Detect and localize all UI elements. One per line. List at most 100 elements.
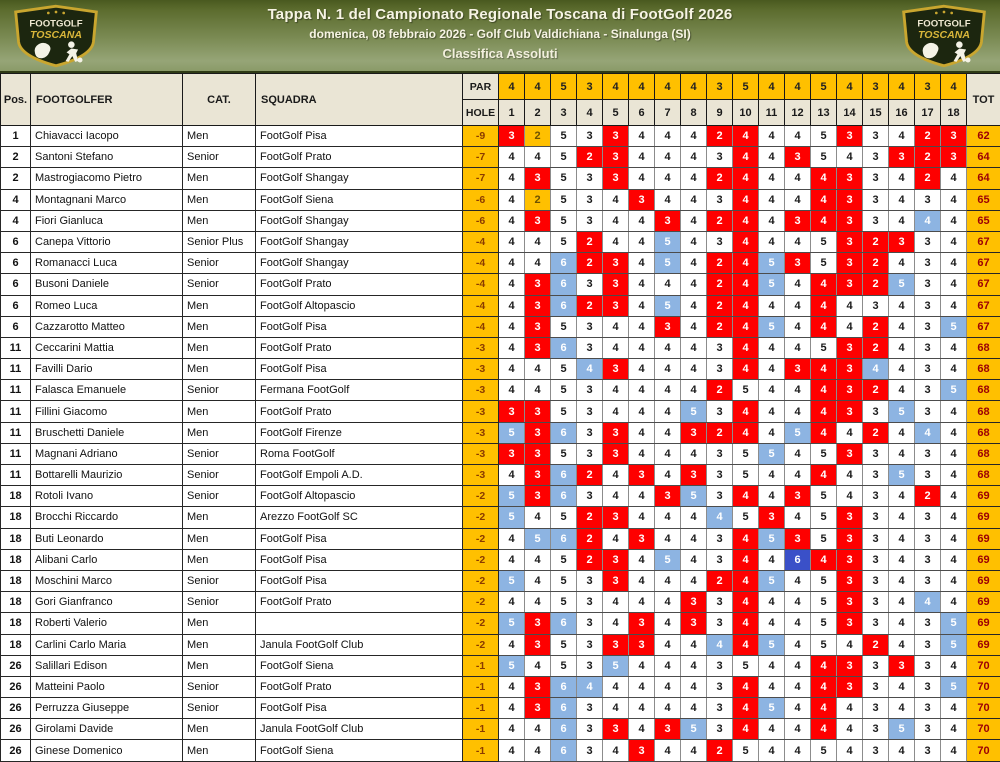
score-cell: 4 (629, 422, 655, 443)
pos-cell: 6 (1, 274, 31, 295)
score-cell: 4 (499, 465, 525, 486)
score-cell: 3 (915, 401, 941, 422)
score-cell: 4 (759, 613, 785, 634)
col-header-tot: TOT (967, 74, 1000, 126)
score-cell: 3 (681, 592, 707, 613)
category-cell: Men (183, 719, 256, 740)
total-cell: 62 (967, 126, 1000, 147)
score-cell: 3 (707, 528, 733, 549)
category-cell: Senior (183, 380, 256, 401)
score-cell: 5 (811, 507, 837, 528)
score-cell: 5 (759, 443, 785, 464)
category-cell: Men (183, 316, 256, 337)
score-cell: 2 (707, 168, 733, 189)
score-cell: 4 (889, 253, 915, 274)
team-cell: FootGolf Pisa (256, 570, 463, 591)
score-cell: 4 (629, 676, 655, 697)
total-cell: 67 (967, 295, 1000, 316)
score-cell: 5 (655, 295, 681, 316)
score-cell: 3 (577, 655, 603, 676)
score-cell: 3 (577, 486, 603, 507)
score-cell: 3 (837, 253, 863, 274)
team-cell: FootGolf Siena (256, 655, 463, 676)
score-cell: 3 (681, 465, 707, 486)
score-cell: 5 (889, 401, 915, 422)
svg-text:FOOTGOLF: FOOTGOLF (917, 18, 970, 29)
score-cell: 5 (551, 359, 577, 380)
score-cell: 4 (759, 401, 785, 422)
total-cell: 68 (967, 337, 1000, 358)
score-cell: 4 (733, 422, 759, 443)
score-cell: 5 (733, 740, 759, 761)
score-cell: 4 (889, 698, 915, 719)
par-value-cell: 3 (707, 74, 733, 100)
score-cell: 5 (733, 465, 759, 486)
player-name-cell: Alibani Carlo (31, 549, 183, 570)
score-cell: 3 (863, 613, 889, 634)
hole-number-cell: 18 (941, 100, 967, 126)
score-cell: 4 (499, 337, 525, 358)
score-cell: 4 (681, 359, 707, 380)
score-cell: 3 (837, 655, 863, 676)
to-par-cell: -3 (463, 443, 499, 464)
score-cell: 3 (837, 592, 863, 613)
score-cell: 5 (551, 380, 577, 401)
score-cell: 3 (837, 274, 863, 295)
score-cell: 2 (863, 380, 889, 401)
score-cell: 4 (759, 465, 785, 486)
score-cell: 4 (499, 359, 525, 380)
score-cell: 4 (733, 274, 759, 295)
total-cell: 69 (967, 592, 1000, 613)
score-cell: 3 (629, 613, 655, 634)
score-cell: 5 (941, 380, 967, 401)
score-cell: 4 (733, 295, 759, 316)
score-cell: 4 (655, 337, 681, 358)
par-value-cell: 3 (577, 74, 603, 100)
team-cell: FootGolf Altopascio (256, 295, 463, 316)
score-cell: 5 (941, 613, 967, 634)
to-par-cell: -1 (463, 719, 499, 740)
category-cell: Men (183, 507, 256, 528)
pos-cell: 18 (1, 507, 31, 528)
score-cell: 4 (525, 592, 551, 613)
col-header-footgolfer: FOOTGOLFER (31, 74, 183, 126)
player-name-cell: Romanacci Luca (31, 253, 183, 274)
score-cell: 4 (941, 337, 967, 358)
score-cell: 3 (915, 295, 941, 316)
score-cell: 3 (837, 549, 863, 570)
score-cell: 4 (629, 126, 655, 147)
score-cell: 4 (681, 549, 707, 570)
score-cell: 2 (915, 126, 941, 147)
hole-number-cell: 4 (577, 100, 603, 126)
to-par-cell: -2 (463, 570, 499, 591)
col-header-pos: Pos. (1, 74, 31, 126)
player-name-cell: Bottarelli Maurizio (31, 465, 183, 486)
score-cell: 3 (889, 231, 915, 252)
score-cell: 4 (603, 189, 629, 210)
score-cell: 4 (941, 274, 967, 295)
score-cell: 4 (785, 634, 811, 655)
score-cell: 4 (811, 316, 837, 337)
player-name-cell: Fillini Giacomo (31, 401, 183, 422)
score-cell: 3 (915, 189, 941, 210)
score-cell: 4 (759, 740, 785, 761)
score-cell: 2 (707, 295, 733, 316)
score-cell: 4 (915, 210, 941, 231)
team-cell: FootGolf Pisa (256, 698, 463, 719)
score-cell: 3 (915, 570, 941, 591)
score-cell: 4 (499, 740, 525, 761)
pos-cell: 11 (1, 359, 31, 380)
score-cell: 4 (499, 528, 525, 549)
score-cell: 5 (733, 655, 759, 676)
score-cell: 3 (785, 528, 811, 549)
score-cell: 2 (915, 168, 941, 189)
score-cell: 3 (603, 422, 629, 443)
pos-cell: 18 (1, 549, 31, 570)
score-cell: 4 (603, 380, 629, 401)
